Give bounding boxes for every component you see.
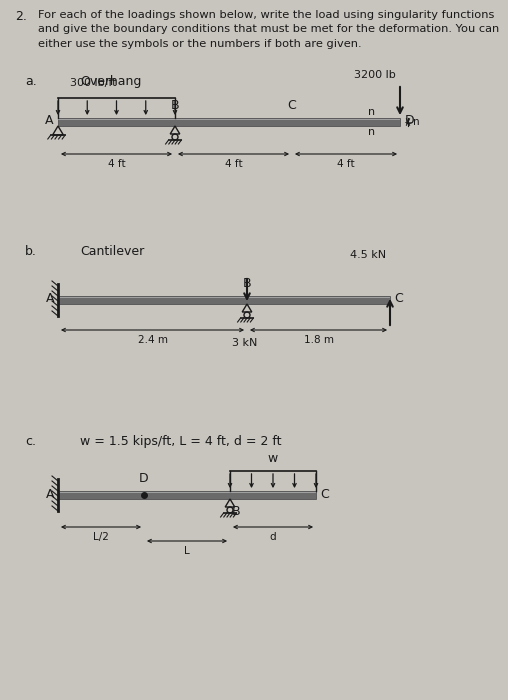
Text: a.: a. xyxy=(25,75,37,88)
Text: L: L xyxy=(184,546,190,556)
Text: D: D xyxy=(405,115,415,127)
Text: 3200 lb: 3200 lb xyxy=(354,70,396,80)
Text: 1.8 m: 1.8 m xyxy=(303,335,333,345)
Text: B: B xyxy=(243,277,251,290)
Text: n: n xyxy=(368,107,375,117)
Text: C: C xyxy=(288,99,296,112)
Text: w: w xyxy=(268,452,278,465)
Text: A: A xyxy=(45,115,53,127)
Bar xyxy=(58,297,390,298)
Text: C: C xyxy=(394,293,403,305)
Text: Cantilever: Cantilever xyxy=(80,245,144,258)
Text: 2.: 2. xyxy=(15,10,27,23)
Text: n: n xyxy=(368,127,375,137)
Bar xyxy=(58,296,390,304)
Text: A: A xyxy=(46,487,54,500)
Text: Overhang: Overhang xyxy=(80,75,141,88)
Text: 4 ft: 4 ft xyxy=(225,159,242,169)
Bar xyxy=(58,118,400,120)
Text: w = 1.5 kips/ft, L = 4 ft, d = 2 ft: w = 1.5 kips/ft, L = 4 ft, d = 2 ft xyxy=(80,435,281,448)
Text: For each of the loadings shown below, write the load using singularity functions: For each of the loadings shown below, wr… xyxy=(38,10,499,49)
Text: b.: b. xyxy=(25,245,37,258)
Text: 4 ft: 4 ft xyxy=(108,159,125,169)
Text: 4 ft: 4 ft xyxy=(337,159,355,169)
Text: n: n xyxy=(413,117,420,127)
Text: 2.4 m: 2.4 m xyxy=(138,335,168,345)
Text: 300 lb/ft: 300 lb/ft xyxy=(70,78,116,88)
Bar xyxy=(58,118,400,126)
Text: D: D xyxy=(139,472,149,485)
Text: c.: c. xyxy=(25,435,36,448)
Text: C: C xyxy=(320,487,329,500)
Text: 4.5 kN: 4.5 kN xyxy=(350,250,386,260)
Text: B: B xyxy=(232,505,241,518)
Text: 3 kN: 3 kN xyxy=(232,338,258,348)
Bar xyxy=(58,491,316,493)
Text: L/2: L/2 xyxy=(93,532,109,542)
Text: B: B xyxy=(171,99,179,112)
Bar xyxy=(58,491,316,499)
Text: d: d xyxy=(270,532,276,542)
Text: A: A xyxy=(46,293,54,305)
